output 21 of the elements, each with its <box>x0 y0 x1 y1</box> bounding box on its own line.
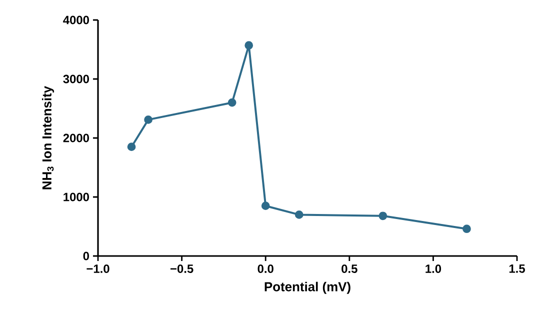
y-tick-label: 0 <box>83 252 89 260</box>
point <box>127 142 136 152</box>
x-tick-label: 0.0 <box>258 264 274 273</box>
x-tick-label: 1.0 <box>426 264 442 273</box>
x-axis-title: Potential (mV) <box>264 282 350 294</box>
point <box>294 210 304 219</box>
point <box>244 41 254 50</box>
x-tick-label: 0.5 <box>342 264 358 273</box>
y-tick-label: 3000 <box>63 74 89 84</box>
y-tick-label: 2000 <box>63 134 89 142</box>
point <box>462 224 471 234</box>
x-tick-label: 1.5 <box>509 264 525 273</box>
x-tick-label: −0.5 <box>170 264 194 273</box>
x-tick-label: −1.0 <box>86 264 110 273</box>
point <box>261 202 270 210</box>
y-axis-title: NH$_{3}$ Ion Intensity <box>42 86 54 190</box>
y-tick-label: 4000 <box>63 16 89 24</box>
point <box>378 212 388 220</box>
y-tick-label: 1000 <box>64 192 89 202</box>
point <box>144 116 152 124</box>
point <box>228 98 236 107</box>
